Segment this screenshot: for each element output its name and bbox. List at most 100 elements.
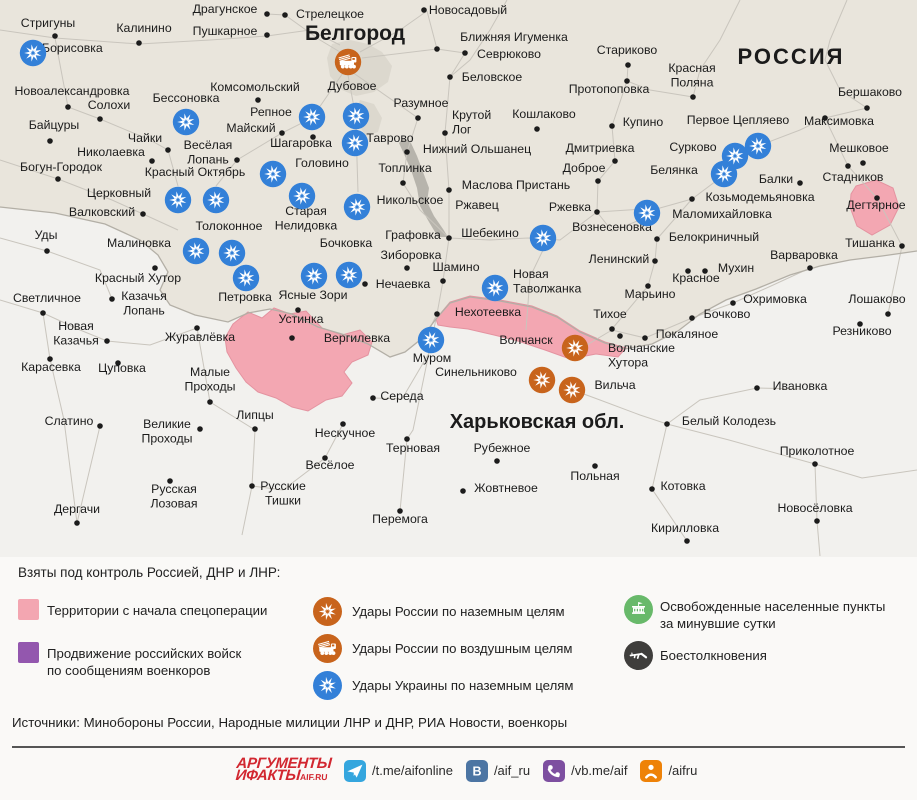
town-dot [404,149,410,155]
social-vk[interactable]: B /aif_ru [465,759,531,782]
mlrs-truck-icon [312,633,343,664]
town-label: Богун-Городок [20,160,103,174]
ok-icon[interactable] [640,759,663,782]
road [449,0,508,78]
road [42,312,78,524]
town-dot [415,115,421,121]
telegram-handle[interactable]: /t.me/aifonline [372,763,453,778]
town-dot [255,97,261,103]
town-dot [152,265,158,271]
town-label: Белокриничный [669,230,759,244]
town-label: Бессоновка [153,91,220,105]
town-dot [874,195,880,201]
telegram-icon[interactable] [344,759,366,782]
road [426,10,438,50]
road [525,249,544,331]
marker-ukr-ground [182,237,210,265]
town-dot [446,235,452,241]
town-label: Беловское [462,70,523,84]
town-label: Зиборовка [381,248,442,262]
marker-rus-ground [558,376,586,404]
road [0,237,113,300]
territory-swatch [18,599,39,620]
legend-item-ukr-ground: Удары Украины по наземным целям [352,678,574,693]
legend-item-rus-ground: Удары России по наземным целям [352,604,565,619]
town-dot [282,12,288,18]
town-label: Бершаково [838,85,902,99]
marker-ukr-ground [343,193,371,221]
town-label: Таврово [366,131,413,145]
town-dot [52,33,58,39]
ok-handle[interactable]: /aifru [668,763,698,778]
town-dot [47,138,53,144]
town-label: Байцуры [29,118,80,132]
town-dot [857,321,863,327]
road [251,423,344,491]
town-label: Майский [226,121,275,135]
viber-handle[interactable]: /vb.me/aif [571,763,628,778]
region-label: Белгород [305,22,405,45]
social-ok[interactable]: /aifru [640,759,698,782]
town-label: Карасевка [21,360,81,374]
town-dot [404,265,410,271]
legend-item-advance: Продвижение российских войск по сообщени… [47,646,242,678]
town-label: Борисовка [42,41,103,55]
town-label: Новосёловка [777,501,852,515]
town-label: Стригуны [21,16,75,30]
town-dot [47,356,53,362]
town-label: Красная Поляна [668,61,715,90]
vk-handle[interactable]: /aif_ru [493,763,531,778]
town-label: Шагаровка [270,136,332,150]
town-dot [609,326,615,332]
town-dot [264,11,270,17]
viber-icon[interactable] [543,759,566,782]
town-label: Устинка [279,312,324,326]
marker-ukr-ground [744,132,772,160]
town-label: Сурково [669,140,716,154]
town-dot [689,315,695,321]
road [54,37,179,187]
town-dot [447,74,453,80]
town-dot [612,158,618,164]
town-dot [362,281,368,287]
town-dot [617,333,623,339]
town-dot [279,130,285,136]
road [0,299,198,346]
aif-logo[interactable]: АРГУМЕНТЫ ИФАКТЫAIF.RU [235,755,332,784]
social-telegram[interactable]: /t.me/aifonline [344,759,453,782]
social-viber[interactable]: /vb.me/aif [543,759,628,782]
town-label: Маслова Пристань [462,178,570,192]
town-dot [592,463,598,469]
sources-line: Источники: Минобороны России, Народные м… [12,715,568,730]
advance-swatch [18,642,39,663]
town-dot [442,130,448,136]
town-label: Липцы [236,408,273,422]
town-label: Дмитриевка [566,141,635,155]
town-label: Журавлёвка [165,330,235,344]
town-dot [370,395,376,401]
town-dot [645,283,651,289]
marker-ukr-ground [232,264,260,292]
marker-ukr-ground [259,160,287,188]
svg-text:B: B [472,764,481,778]
marker-ukr-ground [633,199,661,227]
town-label: Валковский [69,205,135,219]
town-dot [310,134,316,140]
town-label: Петровка [218,290,272,304]
town-dot [434,311,440,317]
town-label: Стариково [597,43,658,57]
town-label: Ленинский [589,252,650,266]
town-dot [885,311,891,317]
town-dot [44,248,50,254]
town-label: Тишанка [845,236,895,250]
marker-rus-ground [528,366,556,394]
vk-icon[interactable]: B [465,759,488,782]
marker-ukr-ground [288,182,316,210]
town-label: Нехотеевка [455,305,521,319]
town-label: Резниково [832,324,891,338]
town-label: Мухин [718,261,754,275]
town-label: Синельниково [435,365,517,379]
road [448,211,598,241]
town-label: Новая Таволжанка [513,267,581,296]
